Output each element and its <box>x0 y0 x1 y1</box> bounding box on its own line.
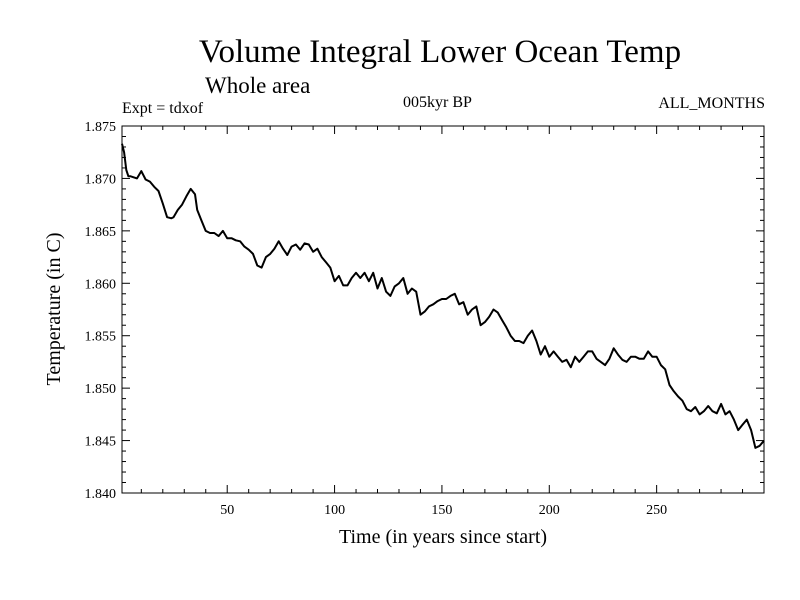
y-tick-label: 1.860 <box>85 277 117 292</box>
x-tick-label: 50 <box>220 503 234 518</box>
y-axis-label: Temperature (in C) <box>43 233 65 386</box>
chart-subtitle: Whole area <box>205 73 311 98</box>
x-tick-label: 150 <box>431 503 452 518</box>
y-tick-label: 1.855 <box>85 330 117 345</box>
x-axis-label: Time (in years since start) <box>339 526 547 548</box>
x-tick-label: 250 <box>646 503 667 518</box>
months-label: ALL_MONTHS <box>658 95 765 112</box>
plot-frame <box>121 125 765 494</box>
experiment-label: Expt = tdxof <box>122 100 204 117</box>
y-tick-label: 1.840 <box>85 487 117 502</box>
y-tick-label: 1.870 <box>85 172 117 187</box>
y-tick-label: 1.850 <box>85 382 117 397</box>
y-tick-label: 1.865 <box>85 225 117 240</box>
x-tick-label: 200 <box>539 503 560 518</box>
y-tick-label: 1.845 <box>85 435 117 450</box>
tick-labels: 1.840 1.845 1.850 1.855 1.860 1.865 1.870 1.875… <box>85 120 668 518</box>
y-tick-label: 1.875 <box>85 120 117 135</box>
chart-title: Volume Integral Lower Ocean Temp <box>198 34 682 70</box>
x-tick-label: 100 <box>324 503 345 518</box>
period-label: 005kyr BP <box>403 94 472 111</box>
tick-marks <box>122 125 764 494</box>
temperature-series-line <box>121 143 765 449</box>
